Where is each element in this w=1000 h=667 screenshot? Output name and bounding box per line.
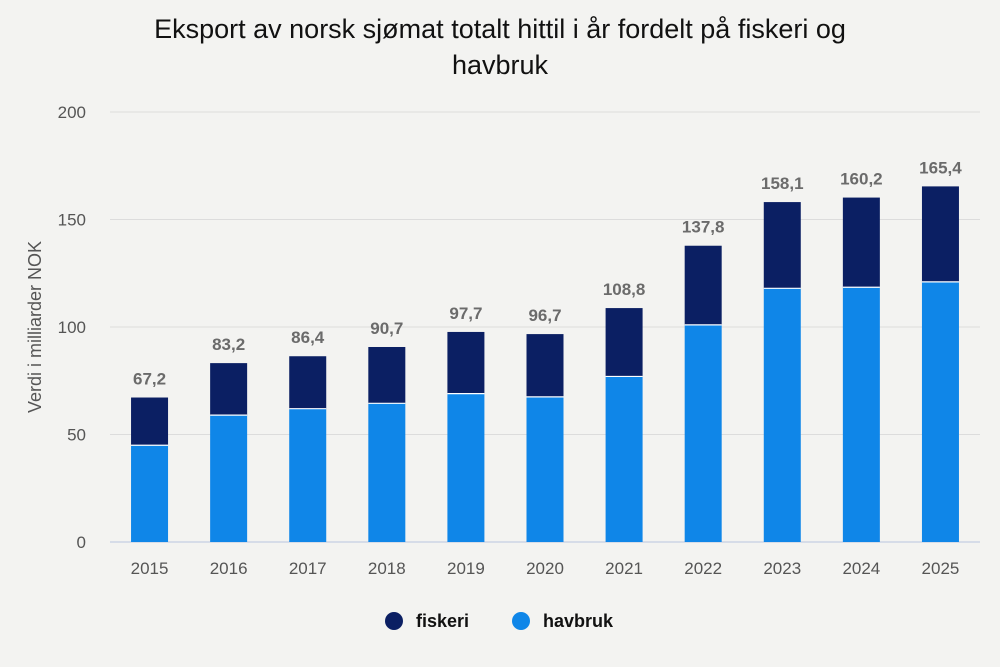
legend-label-havbruk: havbruk xyxy=(543,611,614,631)
bars: 67,2 83,2 86,4 90,7 97,7 96,7 108,8 137,8 158,1 1… xyxy=(131,158,962,542)
gridlines xyxy=(110,111,980,543)
bar-havbruk-2020 xyxy=(526,396,564,542)
data-label-total-2016: 83,2 xyxy=(212,335,245,354)
y-axis-label: Verdi i milliarder NOK xyxy=(25,241,45,413)
data-label-total-2022: 137,8 xyxy=(682,218,725,237)
data-label-total-2018: 90,7 xyxy=(370,319,403,338)
legend-marker-fiskeri xyxy=(385,612,403,630)
data-label-total-2020: 96,7 xyxy=(528,306,561,325)
bar-havbruk-2019 xyxy=(447,393,485,542)
data-label-total-2023: 158,1 xyxy=(761,174,804,193)
x-tick-label: 2019 xyxy=(447,559,485,578)
data-label-total-2024: 160,2 xyxy=(840,170,883,189)
data-label-total-2019: 97,7 xyxy=(449,304,482,323)
bar-fiskeri-2015 xyxy=(131,397,169,446)
x-tick-label: 2017 xyxy=(289,559,327,578)
bar-havbruk-2021 xyxy=(605,376,643,542)
bar-fiskeri-2025 xyxy=(921,186,959,282)
bar-havbruk-2022 xyxy=(684,324,722,542)
x-tick-label: 2021 xyxy=(605,559,643,578)
x-tick-label: 2018 xyxy=(368,559,406,578)
bar-fiskeri-2016 xyxy=(210,363,248,416)
chart-title-line-1: Eksport av norsk sjømat totalt hittil i … xyxy=(154,14,846,44)
bar-fiskeri-2022 xyxy=(684,245,722,325)
bar-havbruk-2018 xyxy=(368,403,406,542)
y-tick-label: 50 xyxy=(67,426,86,445)
y-tick-label: 200 xyxy=(58,103,86,122)
bar-fiskeri-2019 xyxy=(447,331,485,394)
bar-havbruk-2025 xyxy=(921,281,959,542)
bar-havbruk-2023 xyxy=(763,288,801,542)
legend-label-fiskeri: fiskeri xyxy=(416,611,469,631)
data-label-total-2015: 67,2 xyxy=(133,370,166,389)
bar-fiskeri-2023 xyxy=(763,202,801,289)
bar-havbruk-2015 xyxy=(131,445,169,542)
x-tick-label: 2020 xyxy=(526,559,564,578)
bar-havbruk-2016 xyxy=(210,415,248,542)
y-axis-ticks: 0 50 100 150 200 xyxy=(58,103,86,552)
y-tick-label: 100 xyxy=(58,318,86,337)
y-tick-label: 150 xyxy=(58,211,86,230)
bar-fiskeri-2017 xyxy=(289,356,327,409)
data-label-total-2017: 86,4 xyxy=(291,328,325,347)
data-label-total-2021: 108,8 xyxy=(603,280,646,299)
x-axis-ticks: 2015 2016 2017 2018 2019 2020 2021 2022 2023 2024… xyxy=(131,559,960,578)
x-tick-label: 2024 xyxy=(842,559,880,578)
chart-title-line-2: havbruk xyxy=(452,50,549,80)
bar-fiskeri-2020 xyxy=(526,334,564,397)
bar-fiskeri-2024 xyxy=(842,197,880,288)
bar-havbruk-2017 xyxy=(289,408,327,542)
legend: fiskeri havbruk xyxy=(385,611,614,631)
bar-fiskeri-2021 xyxy=(605,308,643,377)
x-tick-label: 2015 xyxy=(131,559,169,578)
legend-marker-havbruk xyxy=(512,612,530,630)
bar-fiskeri-2018 xyxy=(368,346,406,404)
x-tick-label: 2022 xyxy=(684,559,722,578)
x-tick-label: 2023 xyxy=(763,559,801,578)
x-tick-label: 2025 xyxy=(922,559,960,578)
y-tick-label: 0 xyxy=(77,533,86,552)
x-tick-label: 2016 xyxy=(210,559,248,578)
bar-havbruk-2024 xyxy=(842,287,880,542)
data-label-total-2025: 165,4 xyxy=(919,158,962,177)
